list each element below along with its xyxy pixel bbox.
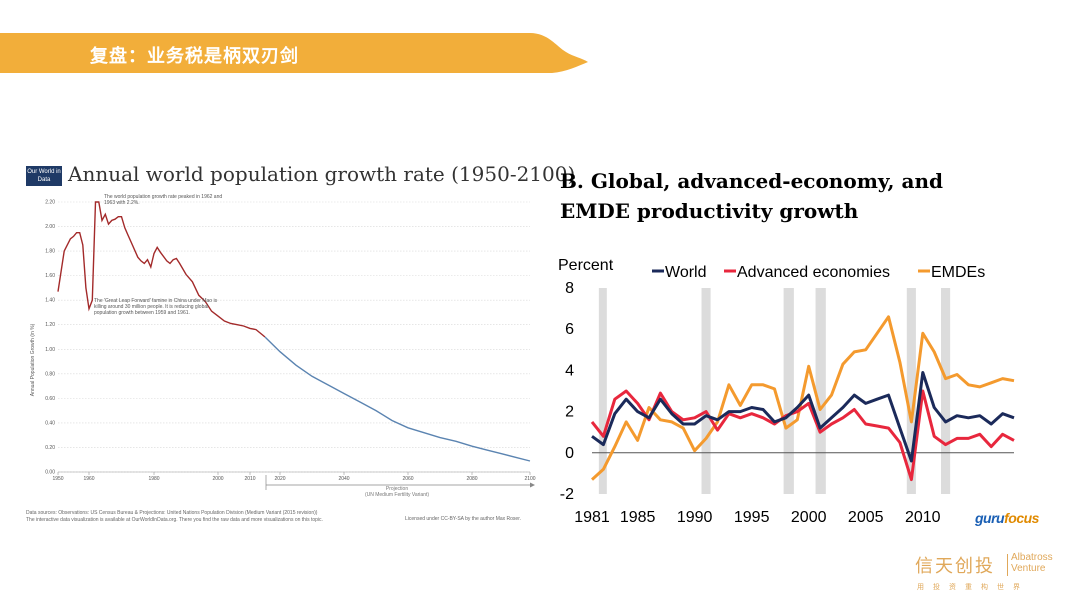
shaded-period-band	[783, 288, 794, 494]
productivity-y-tick: 8	[565, 280, 574, 297]
population-x-tick: 2000	[212, 476, 223, 482]
productivity-y-tick: 4	[565, 362, 574, 379]
population-projection-line	[264, 336, 531, 462]
productivity-x-tick: 1995	[734, 509, 770, 526]
population-y-tick: 1.20	[45, 322, 55, 328]
population-x-tick: 2010	[244, 476, 255, 482]
population-x-tick: 2060	[402, 476, 413, 482]
population-chart-footer: Data sources: Observations: US Census Bu…	[26, 510, 386, 524]
brand-divider	[1007, 554, 1008, 576]
slide-title: 复盘：业务税是柄双刃剑	[90, 46, 299, 67]
productivity-y-tick: -2	[560, 486, 574, 503]
footer-sources: Data sources: Observations: US Census Bu…	[26, 510, 318, 516]
population-y-tick: 0.20	[45, 445, 55, 451]
population-y-tick: 1.40	[45, 298, 55, 304]
productivity-title-line2: EMDE productivity growth	[560, 199, 859, 223]
population-y-tick: 0.00	[45, 470, 55, 476]
population-y-tick: 2.00	[45, 224, 55, 230]
population-chart: 0.00 0.20 0.40 0.60 0.80 1.00 1.20 1.40 1.60 1.80…	[30, 194, 536, 498]
productivity-x-tick: 2010	[905, 509, 941, 526]
shaded-period-band	[598, 288, 607, 494]
productivity-x-tick: 1985	[620, 509, 656, 526]
population-x-tick: 2080	[466, 476, 477, 482]
population-y-tick: 0.40	[45, 420, 55, 426]
population-chart-title: Annual world population growth rate (195…	[68, 162, 576, 186]
population-chart-panel: Our World in Data Annual world populatio…	[22, 160, 575, 530]
annotation-great-leap: The 'Great Leap Forward' famine in China…	[94, 298, 218, 316]
shaded-period-band	[701, 288, 711, 494]
brand-cn-name: 信天创投	[915, 556, 995, 577]
brand-en-line1: Albatross	[1011, 552, 1053, 563]
population-x-tick: 2040	[338, 476, 349, 482]
albatross-brand: 信天创投 Albatross Venture 用投资重构世界	[915, 552, 1065, 596]
shaded-period-band	[815, 288, 826, 494]
population-x-tick: 1950	[52, 476, 63, 482]
productivity-x-tick: 1990	[677, 509, 713, 526]
series-line-advanced-economies	[590, 389, 1015, 482]
population-y-tick: 0.80	[45, 371, 55, 377]
title-banner	[0, 33, 588, 73]
projection-label: Projection	[386, 486, 408, 492]
gurufocus-watermark: gurufocus	[975, 510, 1039, 526]
series-line-emdes	[590, 315, 1015, 481]
population-x-tick: 2020	[274, 476, 285, 482]
shaded-period-band	[906, 288, 916, 494]
legend-label: EMDEs	[931, 264, 985, 281]
population-y-tick: 1.60	[45, 273, 55, 279]
productivity-chart: -2 0 2 4 6 8 1981 1985 1990 1995 2000 2005 2010 Perc…	[558, 257, 1015, 526]
owid-logo: Our World in Data	[26, 166, 62, 186]
productivity-chart-title: B. Global, advanced-economy, and EMDE pr…	[560, 166, 1030, 226]
brand-tagline: 用投资重构世界	[917, 583, 1029, 591]
productivity-unit-label: Percent	[558, 257, 614, 274]
population-y-tick: 0.60	[45, 396, 55, 402]
shaded-period-band	[941, 288, 951, 494]
population-x-tick: 2100	[524, 476, 535, 482]
legend-label: World	[665, 264, 707, 281]
productivity-title-line1: B. Global, advanced-economy, and	[560, 169, 943, 193]
population-x-tick: 1960	[83, 476, 94, 482]
projection-sub-label: (UN Medium Fertility Variant)	[365, 492, 429, 498]
productivity-y-tick: 0	[565, 445, 574, 462]
population-y-axis-label: Annual Population Growth (in %)	[30, 323, 36, 396]
productivity-x-tick: 1981	[574, 509, 610, 526]
series-line-world	[591, 371, 1015, 463]
population-y-tick: 2.20	[45, 200, 55, 206]
brand-en-line2: Venture	[1011, 563, 1046, 574]
legend-label: Advanced economies	[737, 264, 890, 281]
productivity-x-tick: 2000	[791, 509, 827, 526]
productivity-x-tick: 2005	[848, 509, 884, 526]
population-y-tick: 1.00	[45, 347, 55, 353]
productivity-y-tick: 2	[565, 404, 574, 421]
footer-license: Licensed under CC-BY-SA by the author Ma…	[405, 516, 521, 522]
footer-visualization: The interactive data visualization is av…	[26, 517, 323, 523]
population-observed-line	[57, 201, 266, 338]
population-y-tick: 1.80	[45, 249, 55, 255]
annotation-peak: The world population growth rate peaked …	[104, 194, 223, 206]
productivity-y-tick: 6	[565, 321, 574, 338]
population-x-tick: 1980	[148, 476, 159, 482]
